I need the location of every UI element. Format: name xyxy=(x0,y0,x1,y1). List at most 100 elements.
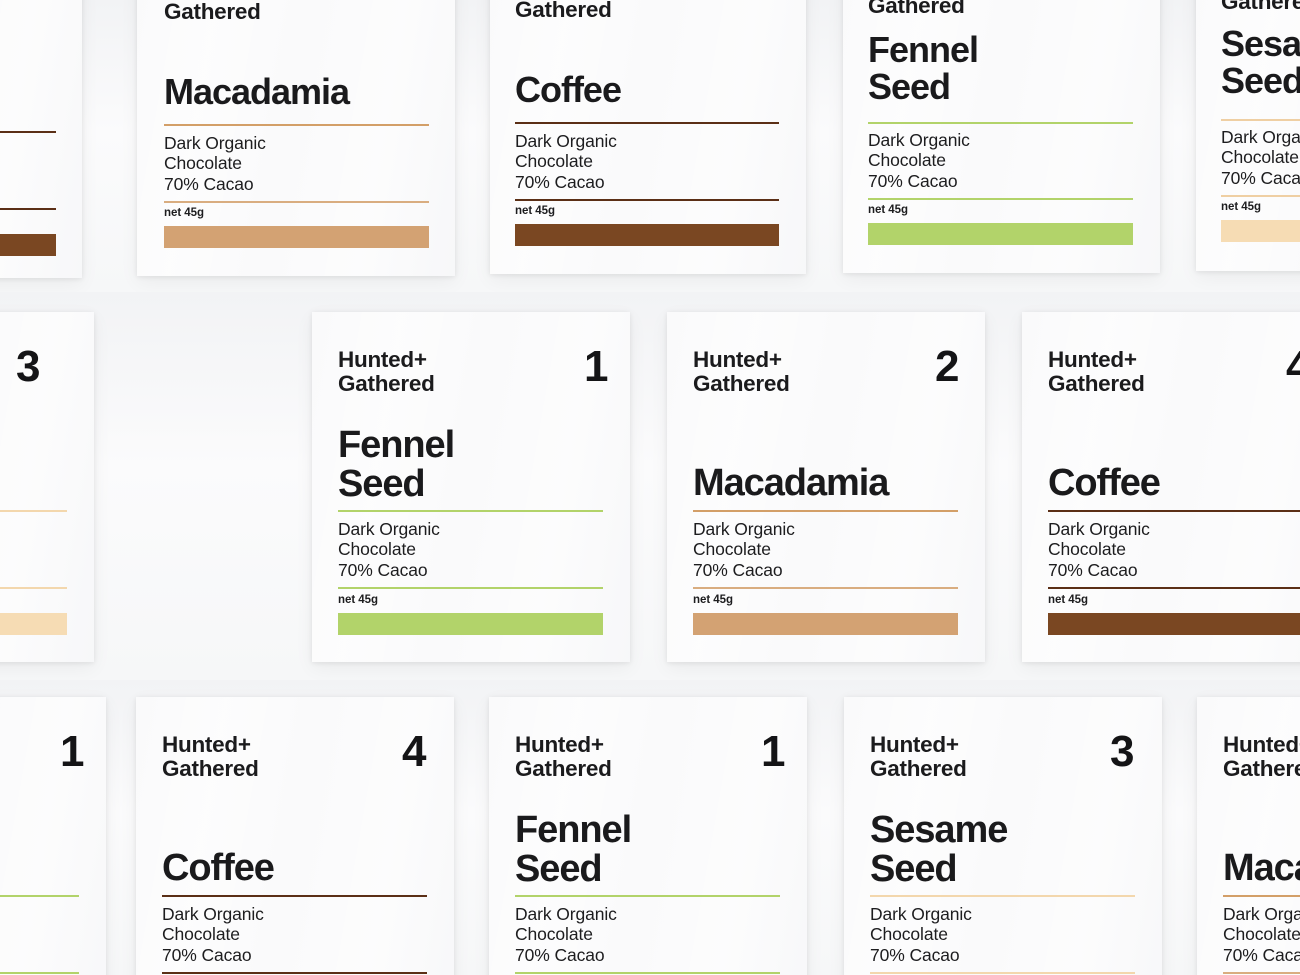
brand-name: Hunted+ Gathered xyxy=(870,732,967,781)
pack-bottom-4[interactable]: Hunted+ Gathered Macadamia Dark Organic … xyxy=(1197,697,1300,975)
divider-rule-bottom xyxy=(0,587,67,589)
product-description: Dark Organic Chocolate 70% Cacao xyxy=(693,519,795,580)
pack-middle-1[interactable]: Hunted+ Gathered 1 Fennel Seed Dark Orga… xyxy=(312,312,630,662)
flavour-swatch xyxy=(0,613,67,635)
divider-rule-bottom xyxy=(515,972,780,974)
sequence-number: 3 xyxy=(16,342,40,391)
divider-rule-top xyxy=(693,510,958,512)
divider-rule-bottom xyxy=(162,972,427,974)
product-description: Dark Organic Chocolate 70% Cacao xyxy=(1223,904,1300,965)
flavour-name: Fennel Seed xyxy=(868,29,979,107)
sequence-number: 4 xyxy=(402,727,426,776)
pack-top-1[interactable]: Hunted+ Gathered Macadamia Dark Organic … xyxy=(137,0,455,276)
flavour-name: Macadamia xyxy=(1223,847,1300,889)
sequence-number: 3 xyxy=(1110,727,1134,776)
divider-rule-top xyxy=(0,895,79,897)
net-weight: net 45g xyxy=(338,594,378,606)
product-description: Dark Organic Chocolate 70% Cacao xyxy=(1048,519,1150,580)
pack-bottom-3[interactable]: Hunted+ Gathered 3 Sesame Seed Dark Orga… xyxy=(844,697,1162,975)
brand-name: Hunted+ Gathered xyxy=(1048,347,1145,396)
divider-rule-bottom xyxy=(1221,195,1300,197)
divider-rule-bottom xyxy=(338,587,603,589)
brand-name: Hunted+ Gathered xyxy=(1221,0,1300,14)
flavour-swatch xyxy=(515,224,779,246)
pack-middle-0[interactable]: Hunted+ Gathered 3 Sesame Seed Dark Orga… xyxy=(0,312,94,662)
flavour-swatch xyxy=(693,613,958,635)
flavour-name: Macadamia xyxy=(693,462,889,504)
net-weight: net 45g xyxy=(164,207,204,219)
sequence-number: 1 xyxy=(60,727,84,776)
divider-rule-bottom xyxy=(164,201,429,203)
pack-middle-3[interactable]: Hunted+ Gathered 4 Coffee Dark Organic C… xyxy=(1022,312,1300,662)
net-weight: net 45g xyxy=(1221,201,1261,213)
flavour-name: Fennel Seed xyxy=(515,809,632,890)
pack-top-3[interactable]: Hunted+ Gathered Fennel Seed Dark Organi… xyxy=(843,0,1160,273)
pack-top-4[interactable]: Hunted+ Gathered Sesame Seed Dark Organi… xyxy=(1196,0,1300,271)
sequence-number: 1 xyxy=(761,727,785,776)
flavour-swatch xyxy=(1221,220,1300,242)
divider-rule-top xyxy=(515,895,780,897)
flavour-name: Coffee xyxy=(162,847,275,889)
sequence-number: 1 xyxy=(584,342,608,391)
brand-name: Hunted+ Gathered xyxy=(164,0,261,24)
divider-rule-bottom xyxy=(870,972,1135,974)
flavour-name: Coffee xyxy=(1048,462,1161,504)
divider-rule-top xyxy=(1048,510,1300,512)
divider-rule-top xyxy=(162,895,427,897)
flavour-name: Sesame Seed xyxy=(870,809,1008,890)
brand-name: Hunted+ Gathered xyxy=(868,0,965,18)
flavour-name: Macadamia xyxy=(164,71,350,112)
divider-rule-top xyxy=(338,510,603,512)
net-weight: net 45g xyxy=(693,594,733,606)
divider-rule-bottom xyxy=(693,587,958,589)
divider-rule-bottom xyxy=(1223,972,1300,974)
divider-rule-top xyxy=(1221,119,1300,121)
brand-name: Hunted+ Gathered xyxy=(515,732,612,781)
pack-top-2[interactable]: Hunted+ Gathered Coffee Dark Organic Cho… xyxy=(490,0,806,274)
flavour-name: Fennel Seed xyxy=(338,424,455,505)
divider-rule-bottom xyxy=(515,199,779,201)
pack-middle-2[interactable]: Hunted+ Gathered 2 Macadamia Dark Organi… xyxy=(667,312,985,662)
divider-rule-top xyxy=(870,895,1135,897)
flavour-swatch xyxy=(868,223,1133,245)
product-description: Dark Organic Chocolate 70% Cacao xyxy=(164,133,266,194)
flavour-swatch xyxy=(338,613,603,635)
net-weight: net 45g xyxy=(515,205,555,217)
flavour-swatch xyxy=(1048,613,1300,635)
product-description: Dark Organic Chocolate 70% Cacao xyxy=(1221,127,1300,188)
product-description: Dark Organic Chocolate 70% Cacao xyxy=(515,131,617,192)
divider-rule-top xyxy=(868,122,1133,124)
pack-bottom-2[interactable]: Hunted+ Gathered 1 Fennel Seed Dark Orga… xyxy=(489,697,807,975)
brand-name: Hunted+ Gathered xyxy=(338,347,435,396)
product-description: Dark Organic Chocolate 70% Cacao xyxy=(868,130,970,191)
flavour-swatch xyxy=(0,234,56,256)
divider-rule-bottom xyxy=(0,208,56,210)
brand-name: Hunted+ Gathered xyxy=(693,347,790,396)
flavour-name: Coffee xyxy=(515,69,622,110)
divider-rule-bottom xyxy=(868,198,1133,200)
brand-name: Hunted+ Gathered xyxy=(515,0,612,22)
sequence-number: 2 xyxy=(935,342,959,391)
divider-rule-top xyxy=(164,124,429,126)
flavour-swatch xyxy=(164,226,429,248)
product-description: Dark Organic Chocolate 70% Cacao xyxy=(162,904,264,965)
divider-rule-bottom xyxy=(0,972,79,974)
pack-bottom-0[interactable]: Hunted+ Gathered 1 Fennel Seed Dark Orga… xyxy=(0,697,106,975)
divider-rule-top xyxy=(0,131,56,133)
product-description: Dark Organic Chocolate 70% Cacao xyxy=(338,519,440,580)
pack-bottom-1[interactable]: Hunted+ Gathered 4 Coffee Dark Organic C… xyxy=(136,697,454,975)
brand-name: Hunted+ Gathered xyxy=(162,732,259,781)
pack-top-0[interactable]: Hunted+ Gathered Coffee Dark Organic Cho… xyxy=(0,0,82,278)
flavour-name: Sesame Seed xyxy=(1221,23,1300,101)
brand-name: Hunted+ Gathered xyxy=(1223,732,1300,781)
divider-rule-bottom xyxy=(1048,587,1300,589)
product-description: Dark Organic Chocolate 70% Cacao xyxy=(515,904,617,965)
product-description: Dark Organic Chocolate 70% Cacao xyxy=(870,904,972,965)
divider-rule-top xyxy=(515,122,779,124)
net-weight: net 45g xyxy=(1048,594,1088,606)
sequence-number: 4 xyxy=(1286,342,1300,391)
net-weight: net 45g xyxy=(868,204,908,216)
divider-rule-top xyxy=(0,510,67,512)
divider-rule-top xyxy=(1223,895,1300,897)
